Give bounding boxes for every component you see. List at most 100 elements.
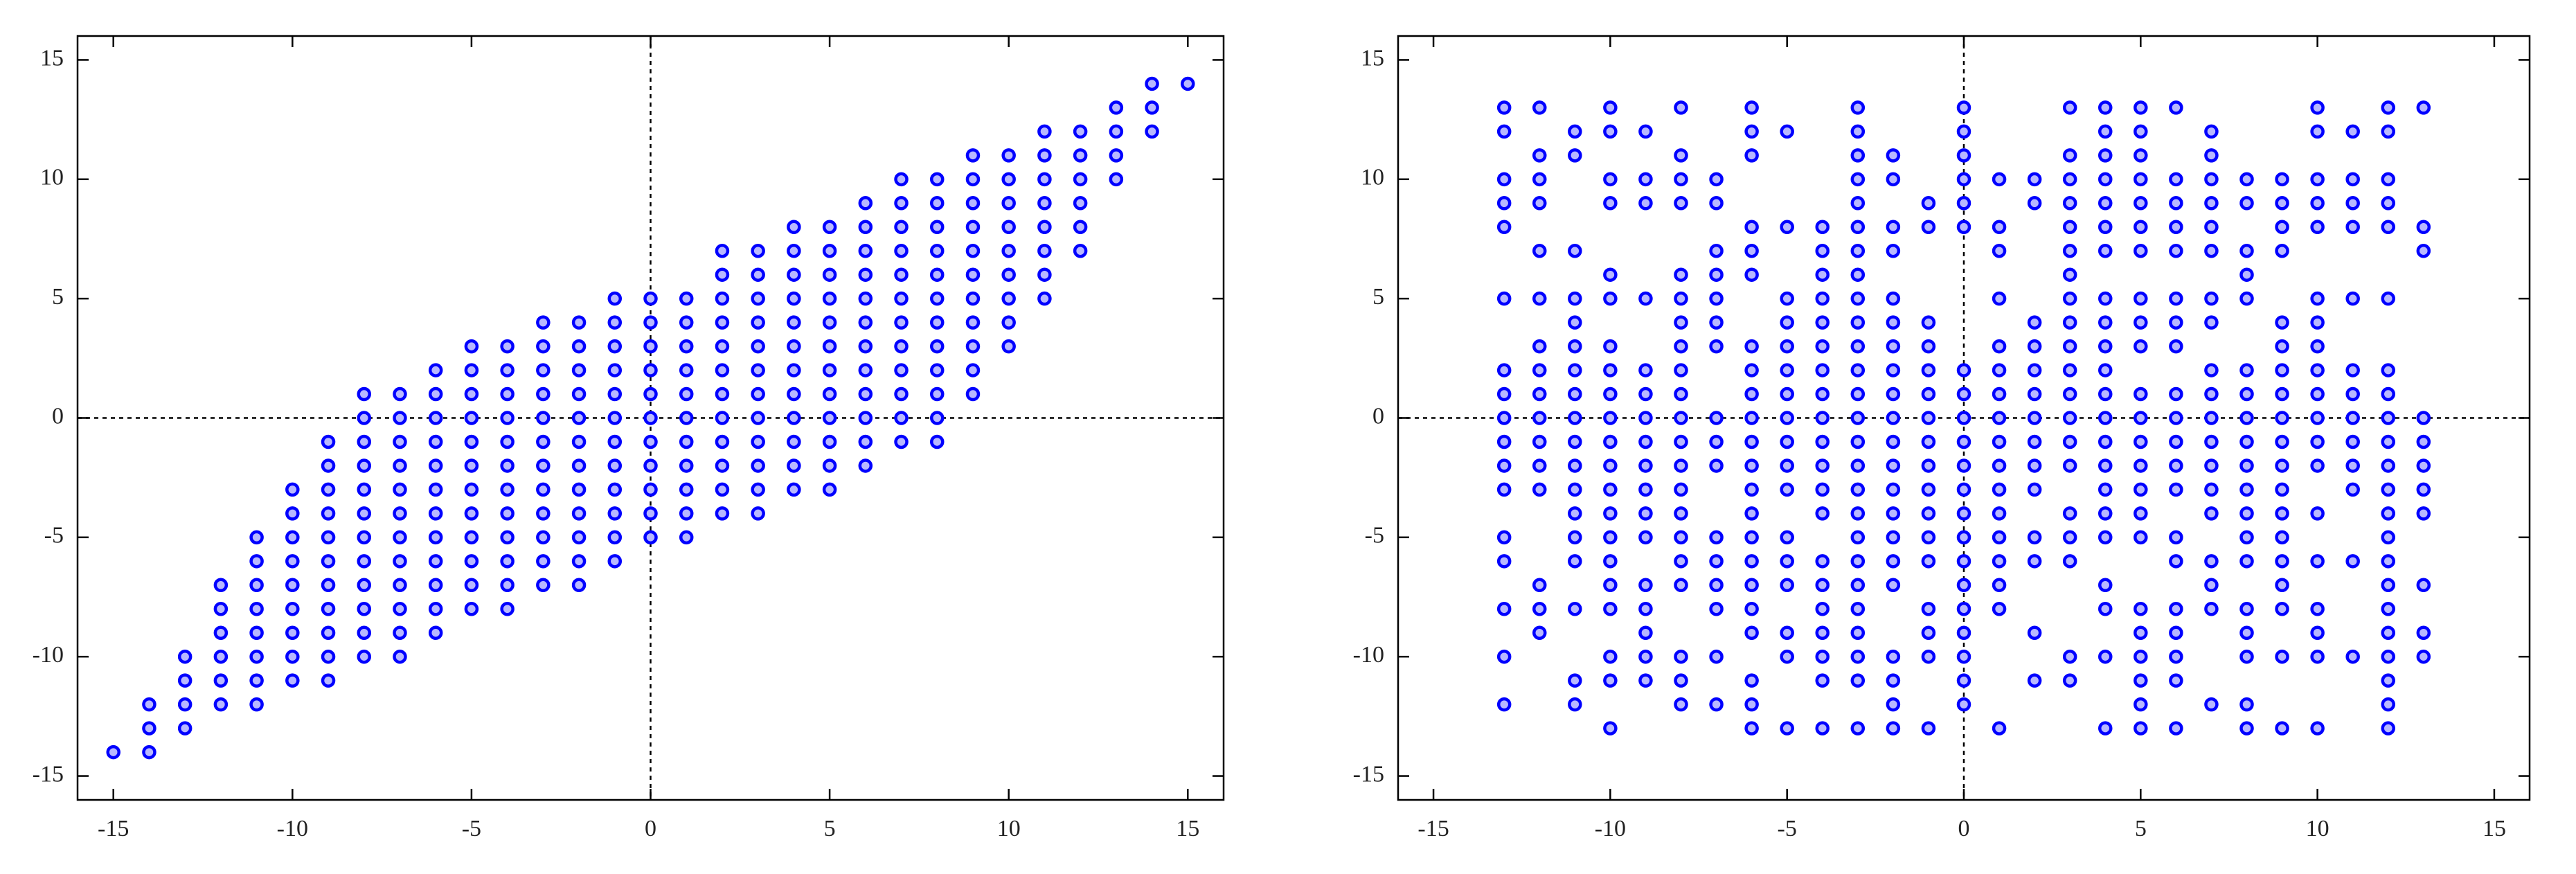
data-point	[2027, 434, 2042, 449]
data-point	[1709, 697, 1724, 712]
data-point	[2169, 339, 2183, 354]
data-point	[1956, 220, 1971, 234]
data-point	[1850, 721, 1866, 735]
x-tick-label: 10	[2306, 816, 2329, 841]
plot-frame	[76, 35, 1225, 801]
data-point	[2381, 554, 2395, 569]
data-point	[357, 411, 371, 425]
y-tick-label: -5	[1365, 523, 1384, 549]
data-point	[858, 411, 873, 425]
data-point	[1850, 220, 1866, 234]
data-point	[1744, 602, 1759, 616]
data-point	[2204, 196, 2219, 211]
data-point	[536, 506, 551, 521]
data-point	[1603, 363, 1618, 377]
data-point	[1886, 291, 1901, 306]
data-point	[643, 482, 658, 497]
data-point	[2169, 602, 2183, 616]
data-point	[607, 530, 623, 545]
data-point	[1001, 243, 1016, 258]
data-point	[142, 697, 156, 712]
data-point	[1992, 506, 2007, 521]
data-point	[428, 434, 443, 449]
data-point	[1886, 721, 1901, 735]
data-point	[894, 196, 909, 211]
data-point	[1815, 267, 1830, 282]
data-point	[2345, 554, 2360, 569]
data-point	[1886, 649, 1901, 664]
data-point	[1674, 649, 1688, 664]
data-point	[787, 458, 801, 473]
data-point	[1568, 363, 1582, 377]
data-point	[142, 744, 156, 760]
data-point	[1956, 434, 1971, 449]
data-point	[464, 554, 479, 569]
data-point	[1638, 363, 1653, 377]
data-point	[2239, 386, 2254, 402]
data-point	[1532, 578, 1547, 593]
data-point	[858, 315, 873, 330]
data-point	[357, 602, 371, 616]
data-point	[1568, 339, 1582, 354]
data-point	[1603, 578, 1618, 593]
data-point	[2062, 530, 2077, 545]
data-point	[2027, 363, 2042, 377]
data-point	[1850, 458, 1866, 473]
data-point	[2098, 172, 2113, 187]
data-point	[1956, 482, 1971, 497]
data-point	[1815, 220, 1830, 234]
x-tick-label: -5	[1778, 816, 1797, 841]
data-point	[2381, 625, 2395, 640]
data-point	[1992, 411, 2007, 425]
data-point	[1001, 172, 1016, 187]
data-point	[679, 363, 694, 377]
data-point	[1568, 386, 1582, 402]
data-point	[751, 291, 765, 306]
y-tick-label: 0	[1372, 403, 1384, 429]
data-point	[2134, 196, 2148, 211]
data-point	[2381, 602, 2395, 616]
data-point	[393, 482, 407, 497]
data-point	[1992, 434, 2007, 449]
data-point	[249, 578, 264, 593]
data-point	[2275, 506, 2289, 521]
data-point	[2204, 411, 2219, 425]
data-point	[2381, 172, 2395, 187]
data-point	[2169, 386, 2183, 402]
data-point	[1532, 458, 1547, 473]
data-point	[894, 411, 909, 425]
data-point	[1603, 411, 1618, 425]
data-point	[1496, 482, 1512, 497]
data-point	[1992, 243, 2007, 258]
data-point	[464, 578, 479, 593]
data-point	[2204, 172, 2219, 187]
data-point	[2204, 578, 2219, 593]
data-point	[1568, 434, 1582, 449]
data-point	[2027, 554, 2042, 569]
data-point	[965, 172, 981, 187]
chart: -15 -10 -5 0 5 10 15 -15 -10 -5 0 5 10 15	[1353, 35, 2531, 841]
data-point	[751, 386, 765, 402]
data-point	[2062, 339, 2077, 354]
data-point	[1073, 148, 1088, 163]
data-point	[1037, 124, 1052, 139]
data-point	[2134, 315, 2148, 330]
data-point	[1532, 482, 1547, 497]
data-point	[536, 411, 551, 425]
data-point	[285, 482, 300, 497]
data-point	[1815, 411, 1830, 425]
data-point	[1603, 649, 1618, 664]
data-point	[715, 458, 730, 473]
data-point	[894, 339, 909, 354]
data-point	[2169, 100, 2183, 115]
data-point	[1603, 434, 1618, 449]
data-point	[2134, 386, 2148, 402]
data-point	[1638, 386, 1653, 402]
data-point	[1568, 411, 1582, 425]
data-point	[1638, 625, 1653, 640]
data-point	[930, 267, 945, 282]
data-point	[2275, 196, 2289, 211]
data-point	[1956, 602, 1971, 616]
data-point	[1992, 602, 2007, 616]
data-point	[965, 267, 981, 282]
